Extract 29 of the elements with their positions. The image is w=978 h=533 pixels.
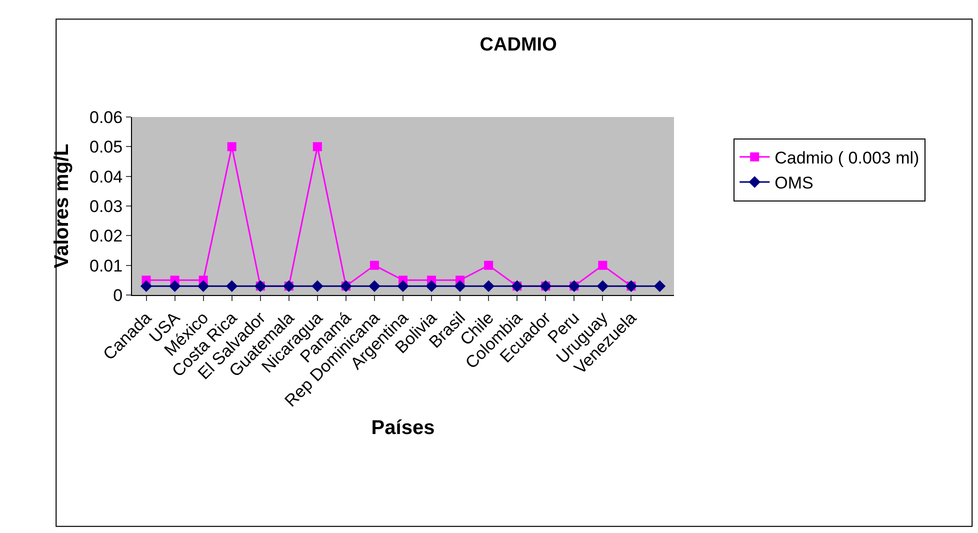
y-tick-label: 0.05 — [90, 138, 123, 157]
point — [397, 280, 409, 292]
point — [370, 260, 379, 270]
y-tick-label: 0.06 — [90, 108, 123, 127]
x-axis-title: Países — [371, 417, 435, 440]
y-axis-title: Valores mg/L — [51, 144, 74, 268]
point — [426, 280, 438, 292]
chart-title: CADMIO — [480, 34, 557, 56]
point — [482, 280, 494, 292]
point — [140, 280, 152, 292]
point — [312, 280, 324, 292]
point — [654, 280, 666, 292]
y-tick-label: 0.03 — [90, 196, 123, 216]
point — [368, 280, 380, 292]
point — [454, 280, 466, 292]
point — [596, 280, 609, 292]
point — [197, 280, 210, 292]
point — [226, 280, 238, 292]
point — [598, 260, 608, 270]
legend-label: OMS — [774, 174, 814, 193]
y-tick-label: 0 — [113, 286, 123, 305]
y-tick-label: 0.02 — [90, 226, 123, 246]
y-tick-label: 0.01 — [90, 256, 123, 276]
legend-label: Cadmio ( 0.003 ml) — [774, 148, 920, 168]
point — [312, 142, 322, 152]
point — [168, 280, 181, 292]
y-tick-label: 0.04 — [90, 167, 123, 186]
point — [484, 260, 494, 270]
point — [227, 142, 236, 152]
